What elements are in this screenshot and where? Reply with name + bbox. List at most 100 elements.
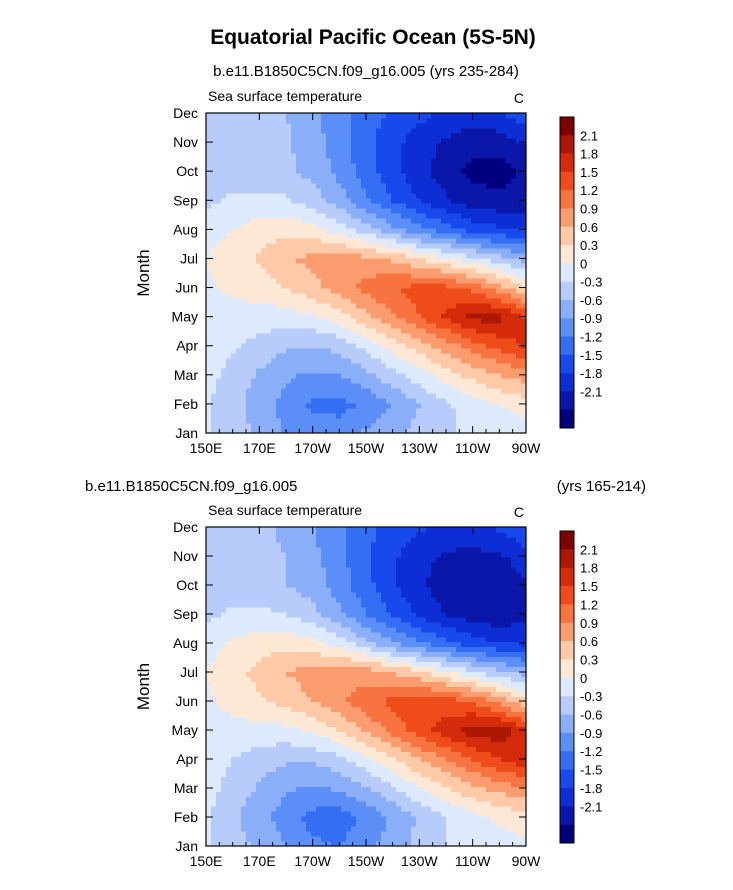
heatmap-cell	[251, 173, 257, 179]
heatmap-cell	[366, 363, 372, 369]
heatmap-cell	[451, 333, 457, 339]
heatmap-cell	[431, 328, 437, 334]
heatmap-cell	[321, 283, 327, 289]
heatmap-cell	[416, 358, 422, 364]
heatmap-cell	[421, 836, 427, 842]
heatmap-cell	[266, 278, 272, 284]
heatmap-cell	[516, 263, 522, 269]
heatmap-cell	[216, 133, 222, 139]
heatmap-cell	[466, 143, 472, 149]
heatmap-cell	[211, 268, 217, 274]
colorbar-frame	[559, 116, 575, 429]
heatmap-cell	[316, 393, 322, 399]
heatmap-cell	[466, 836, 472, 842]
heatmap-cell	[351, 383, 357, 389]
heatmap-cell	[496, 133, 502, 139]
heatmap-cell	[446, 373, 452, 379]
heatmap-cell	[466, 178, 472, 184]
heatmap-cell	[286, 143, 292, 149]
heatmap-cell	[421, 163, 427, 169]
heatmap-cell	[256, 273, 262, 279]
heatmap-cell	[241, 238, 247, 244]
heatmap-cell	[301, 178, 307, 184]
heatmap-cell	[301, 258, 307, 264]
heatmap-cell	[501, 163, 507, 169]
heatmap-cell	[426, 831, 432, 837]
heatmap-cell	[336, 203, 342, 209]
heatmap-cell	[481, 806, 487, 812]
heatmap-cell	[401, 298, 407, 304]
heatmap-cell	[511, 363, 517, 369]
heatmap-cell	[306, 128, 312, 134]
heatmap-cell	[321, 163, 327, 169]
heatmap-cell	[281, 811, 287, 817]
heatmap-cell	[316, 143, 322, 149]
heatmap-cell	[396, 138, 402, 144]
heatmap-cell	[426, 791, 432, 797]
heatmap-cell	[521, 786, 527, 792]
heatmap-cell	[431, 283, 437, 289]
heatmap-cell	[516, 826, 522, 832]
heatmap-cell	[506, 173, 512, 179]
heatmap-cell	[511, 138, 517, 144]
heatmap-cell	[251, 801, 257, 807]
heatmap-cell	[401, 288, 407, 294]
heatmap-cell	[371, 253, 377, 259]
heatmap-cell	[246, 198, 252, 204]
heatmap-cell	[221, 806, 227, 812]
heatmap-cell	[221, 413, 227, 419]
heatmap-cell	[231, 288, 237, 294]
heatmap-cell	[341, 816, 347, 822]
heatmap-cell	[206, 268, 212, 274]
heatmap-cell	[431, 323, 437, 329]
heatmap-cell	[451, 198, 457, 204]
heatmap-cell	[521, 173, 527, 179]
heatmap-cell	[316, 208, 322, 214]
heatmap-cell	[211, 168, 217, 174]
heatmap-cell	[351, 228, 357, 234]
heatmap-cell	[501, 148, 507, 154]
heatmap-cell	[311, 138, 317, 144]
heatmap-cell	[241, 791, 247, 797]
heatmap-cell	[451, 243, 457, 249]
heatmap-cell	[371, 113, 377, 119]
heatmap-cell	[386, 143, 392, 149]
heatmap-cell	[426, 203, 432, 209]
heatmap-cell	[206, 328, 212, 334]
heatmap-cell	[266, 811, 272, 817]
heatmap-cell	[381, 333, 387, 339]
heatmap-cell	[241, 408, 247, 414]
heatmap-cell	[491, 393, 497, 399]
heatmap-cell	[521, 338, 527, 344]
heatmap-cell	[501, 816, 507, 822]
heatmap-cell	[381, 363, 387, 369]
heatmap-cell	[346, 238, 352, 244]
heatmap-cell	[346, 173, 352, 179]
heatmap-cell	[321, 343, 327, 349]
heatmap-cell	[281, 113, 287, 119]
heatmap-cell	[346, 213, 352, 219]
heatmap-cell	[281, 243, 287, 249]
heatmap-cell	[466, 138, 472, 144]
heatmap-cell	[486, 278, 492, 284]
heatmap-cell	[351, 418, 357, 424]
heatmap-cell	[441, 821, 447, 827]
heatmap-cell	[406, 208, 412, 214]
heatmap-cell	[266, 223, 272, 229]
heatmap-cell	[256, 831, 262, 837]
heatmap-cell	[341, 288, 347, 294]
heatmap-cell	[421, 383, 427, 389]
heatmap-cell	[286, 243, 292, 249]
heatmap-cell	[491, 343, 497, 349]
heatmap-cell	[216, 298, 222, 304]
heatmap-cell	[516, 388, 522, 394]
heatmap-cell	[476, 836, 482, 842]
heatmap-cell	[331, 158, 337, 164]
heatmap-cell	[416, 318, 422, 324]
heatmap-cell	[361, 801, 367, 807]
heatmap-cell	[421, 198, 427, 204]
heatmap-cell	[401, 408, 407, 414]
heatmap-cell	[381, 313, 387, 319]
heatmap-cell	[381, 213, 387, 219]
heatmap-cell	[311, 188, 317, 194]
